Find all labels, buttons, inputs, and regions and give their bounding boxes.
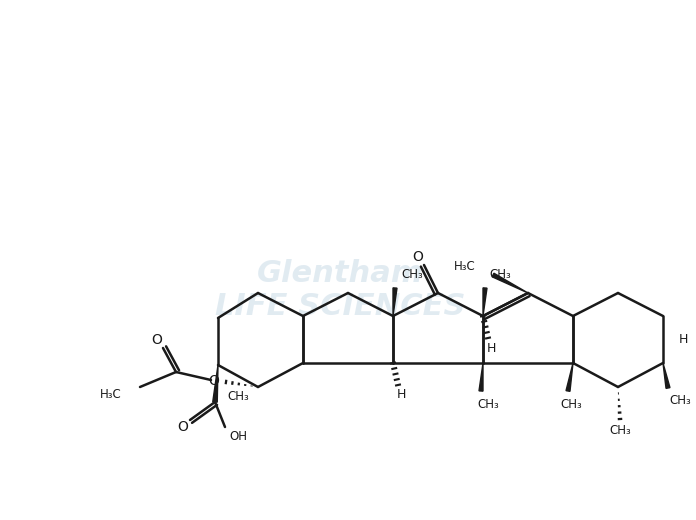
Text: CH₃: CH₃ [489,267,511,280]
Polygon shape [566,363,573,392]
Text: H: H [396,388,406,401]
Text: O: O [177,420,189,434]
Text: H: H [679,333,688,346]
Polygon shape [492,273,528,293]
Polygon shape [483,288,487,316]
Text: CH₃: CH₃ [477,398,499,411]
Text: O: O [208,374,219,388]
Text: Glentham
LIFE SCIENCES: Glentham LIFE SCIENCES [215,259,465,321]
Text: H₃C: H₃C [454,261,476,274]
Polygon shape [479,363,483,391]
Polygon shape [393,288,397,316]
Text: H₃C: H₃C [100,387,122,400]
Text: CH₃: CH₃ [609,424,631,437]
Text: CH₃: CH₃ [560,398,582,411]
Polygon shape [213,365,218,402]
Polygon shape [663,363,670,388]
Text: OH: OH [229,431,247,444]
Text: CH₃: CH₃ [227,389,248,402]
Text: O: O [152,333,162,347]
Text: CH₃: CH₃ [669,395,690,408]
Text: H: H [487,342,496,355]
Text: CH₃: CH₃ [401,267,422,280]
Text: O: O [413,250,423,264]
